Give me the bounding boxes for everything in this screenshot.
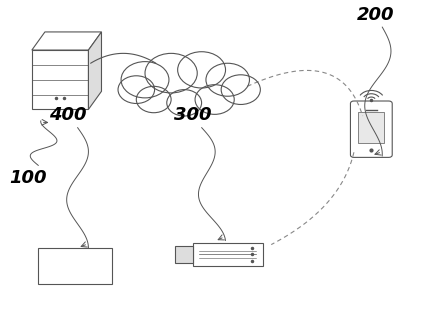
Circle shape (195, 85, 234, 114)
Bar (32, 50, 88, 110)
Circle shape (136, 86, 171, 113)
FancyBboxPatch shape (350, 101, 392, 157)
Bar (358, 112, 385, 143)
Bar (39, 248, 113, 284)
Circle shape (145, 53, 197, 93)
Circle shape (221, 75, 260, 105)
Bar (193, 243, 262, 266)
Bar (176, 246, 193, 263)
Circle shape (121, 62, 169, 98)
Text: 100: 100 (10, 169, 47, 187)
Circle shape (167, 90, 201, 116)
Text: 200: 200 (357, 6, 395, 24)
Polygon shape (88, 32, 102, 110)
Text: 400: 400 (49, 106, 87, 124)
Circle shape (118, 76, 155, 104)
Circle shape (206, 63, 250, 96)
Circle shape (178, 52, 226, 88)
Text: 300: 300 (174, 106, 212, 124)
